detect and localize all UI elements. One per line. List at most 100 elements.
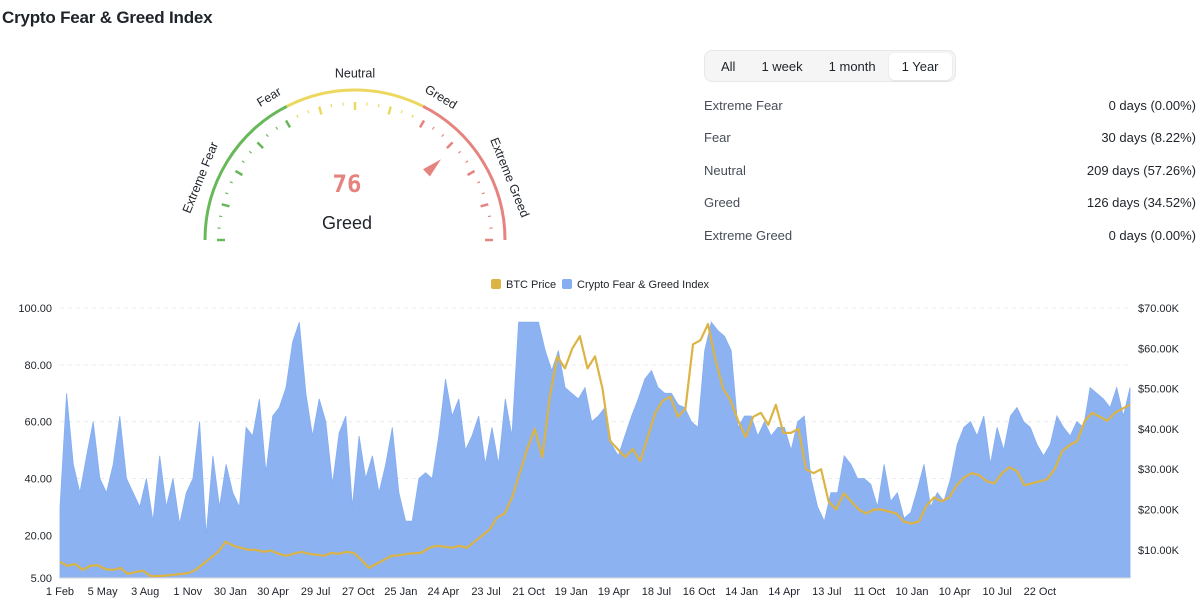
gauge-tick [248, 150, 252, 154]
stat-row-greed: Greed 126 days (34.52%) [704, 187, 1196, 219]
stat-value: 0 days (0.00%) [1108, 98, 1196, 113]
x-tick-label: 18 Jul [642, 586, 671, 598]
x-tick-label: 25 Jan [384, 586, 417, 598]
x-tick-label: 10 Jul [983, 586, 1012, 598]
fear-greed-index-area [59, 321, 1131, 579]
gauge-zone-label: Fear [255, 84, 284, 109]
gauge-tick [487, 215, 492, 218]
gauge-tick [481, 192, 485, 195]
gauge-tick [400, 110, 403, 114]
stat-value: 126 days (34.52%) [1086, 195, 1196, 211]
gauge-tick [296, 114, 299, 118]
sentiment-gauge: Extreme Fear Fear Neutral Greed Extreme Gree… [180, 66, 532, 242]
y-left-tick-label: 80.00 [24, 360, 52, 372]
gauge-tick [446, 141, 454, 149]
legend-label-btc-price: BTC Price [506, 279, 556, 291]
gauge-zone-label: Neutral [335, 66, 375, 80]
gauge-arc-neutral [286, 88, 424, 108]
gauge-arc-greed [422, 105, 507, 241]
x-tick-label: 10 Apr [939, 586, 971, 598]
gauge-tick [477, 181, 481, 184]
chart-legend: BTC Price Crypto Fear & Greed Index [491, 279, 710, 291]
legend-swatch-fear-greed-index [562, 279, 572, 289]
gauge-tick [387, 106, 392, 115]
gauge-tick [229, 181, 233, 184]
x-tick-label: 13 Jul [812, 586, 841, 598]
x-tick-label: 23 Jul [471, 586, 500, 598]
stat-row-fear: Fear 30 days (8.22%) [704, 122, 1196, 154]
gauge-tick [218, 215, 223, 218]
stat-row-extreme-greed: Extreme Greed 0 days (0.00%) [704, 220, 1196, 252]
x-tick-label: 21 Oct [512, 586, 544, 598]
y-left-tick-label: 60.00 [24, 417, 52, 429]
y-left-tick-label: 5.00 [31, 573, 52, 585]
stat-label: Greed [704, 195, 741, 211]
gauge-zone-label: Extreme Greed [487, 136, 532, 220]
gauge-tick [458, 150, 462, 154]
gauge-tick [418, 119, 426, 129]
x-tick-label: 22 Oct [1024, 586, 1056, 598]
y-left-tick-label: 40.00 [24, 474, 52, 486]
legend-label-fear-greed-index: Crypto Fear & Greed Index [577, 279, 710, 291]
x-tick-label: 1 Nov [173, 586, 202, 598]
gauge-tick [307, 110, 310, 114]
x-tick-label: 14 Jan [725, 586, 758, 598]
stat-value: 209 days (57.26%) [1086, 162, 1196, 178]
y-right-tick-label: $40.00K [1138, 424, 1180, 436]
y-right-tick-label: $30.00K [1138, 464, 1180, 476]
gauge-tick [221, 203, 230, 208]
y-right-tick-label: $10.00K [1138, 545, 1180, 557]
gauge-zone-label: Extreme Fear [180, 140, 221, 215]
gauge-label: Greed [322, 213, 372, 233]
gauge-tick [241, 160, 245, 164]
stat-label: Fear [704, 130, 731, 146]
stat-label: Extreme Fear [704, 98, 783, 113]
x-tick-label: 19 Jan [555, 586, 588, 598]
x-tick-label: 24 Apr [427, 586, 459, 598]
gauge-tick [377, 103, 380, 108]
stat-label: Neutral [704, 162, 746, 178]
gauge-tick [284, 119, 292, 129]
x-tick-label: 29 Jul [301, 586, 330, 598]
tab-all[interactable]: All [721, 58, 736, 74]
y-left-tick-label: 100.00 [18, 303, 52, 315]
tab-1-week[interactable]: 1 week [761, 58, 803, 74]
gauge-tick [465, 160, 469, 164]
y-right-tick-label: $50.00K [1138, 384, 1180, 396]
gauge-tick [234, 169, 244, 177]
y-right-tick-label: $60.00K [1138, 343, 1180, 355]
y-left-tick-label: 20.00 [24, 530, 52, 542]
gauge-tick [441, 133, 445, 137]
tab-1-month[interactable]: 1 month [828, 58, 876, 74]
stat-label: Extreme Greed [704, 227, 793, 243]
stat-row-extreme-fear: Extreme Fear 0 days (0.00%) [704, 90, 1196, 122]
gauge-tick [265, 133, 269, 137]
x-tick-label: 16 Oct [683, 586, 715, 598]
x-tick-label: 19 Apr [598, 586, 630, 598]
tab-1-year[interactable]: 1 Year [888, 52, 952, 80]
x-tick-label: 1 Feb [46, 586, 74, 598]
x-tick-label: 3 Aug [131, 586, 159, 598]
gauge-tick [256, 141, 264, 149]
btc-price-line [59, 323, 1131, 578]
x-tick-label: 5 May [88, 586, 118, 598]
gauge-tick [275, 126, 279, 130]
gauge-tick [225, 192, 229, 195]
page-title: Crypto Fear & Greed Index [2, 8, 213, 27]
x-tick-label: 27 Oct [342, 586, 374, 598]
gauge-arc-fear [203, 105, 288, 241]
y-right-tick-label: $70.00K [1138, 303, 1180, 315]
fear-greed-history-chart: BTC Price Crypto Fear & Greed Index 100.00… [18, 279, 1180, 598]
time-range-tabs: All 1 week 1 month 1 Year [704, 50, 956, 82]
gauge-tick [466, 169, 476, 177]
gauge-tick [431, 126, 435, 130]
x-tick-label: 30 Jan [214, 586, 247, 598]
y-right-tick-label: $20.00K [1138, 504, 1180, 516]
gauge-pointer [423, 159, 442, 177]
gauge-tick [411, 114, 414, 118]
gauge-tick [318, 106, 323, 115]
x-tick-label: 14 Apr [768, 586, 800, 598]
x-tick-label: 11 Oct [854, 586, 886, 598]
x-tick-label: 30 Apr [257, 586, 289, 598]
stat-value: 30 days (8.22%) [1101, 130, 1196, 146]
